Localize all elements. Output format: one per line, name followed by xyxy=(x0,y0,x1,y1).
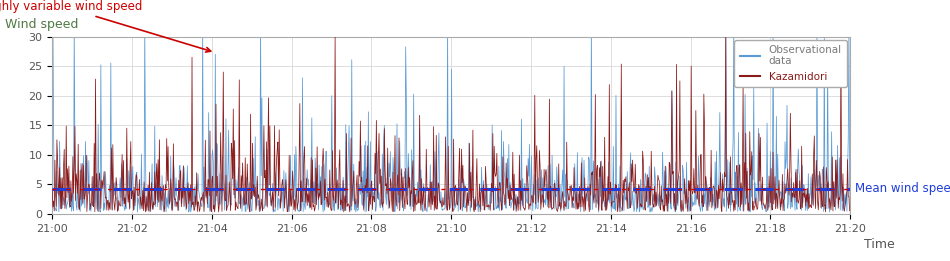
Text: Time: Time xyxy=(864,238,895,251)
Text: Highly variable wind speed: Highly variable wind speed xyxy=(0,0,211,52)
Text: Mean wind speed: Mean wind speed xyxy=(855,182,950,195)
Text: Wind speed: Wind speed xyxy=(5,18,78,31)
Legend: Observational
data, Kazamidori: Observational data, Kazamidori xyxy=(734,40,847,87)
